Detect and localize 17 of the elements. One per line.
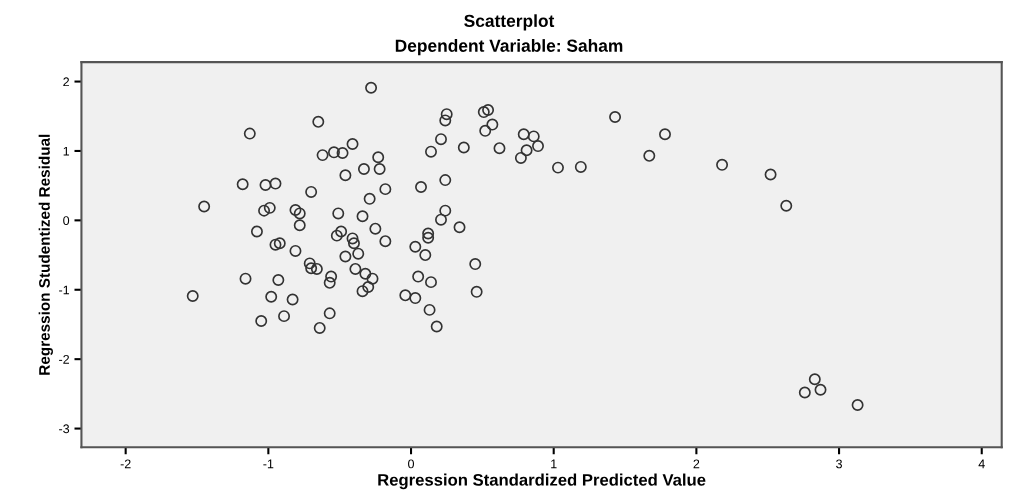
- y-tick-label: -1: [59, 285, 70, 295]
- y-tick-label: 2: [63, 77, 70, 87]
- x-tick-label: -2: [120, 459, 131, 469]
- y-tick-label: -2: [59, 354, 70, 364]
- y-tick-label: 1: [63, 146, 70, 156]
- x-tick-label: 0: [408, 459, 415, 469]
- chart-title: Scatterplot: [464, 14, 555, 31]
- y-tick-label: -3: [59, 424, 70, 434]
- chart-subtitle: Dependent Variable: Saham: [395, 39, 623, 56]
- x-tick-label: 2: [693, 459, 700, 469]
- x-axis-title: Regression Standardized Predicted Value: [378, 473, 706, 490]
- y-axis-title: Regression Studentized Residual: [38, 134, 53, 375]
- x-tick-label: 3: [836, 459, 842, 469]
- y-tick-label: 0: [63, 216, 70, 226]
- x-tick-label: 4: [978, 459, 985, 469]
- x-tick-label: 1: [551, 459, 557, 469]
- x-tick-label: -1: [263, 459, 274, 469]
